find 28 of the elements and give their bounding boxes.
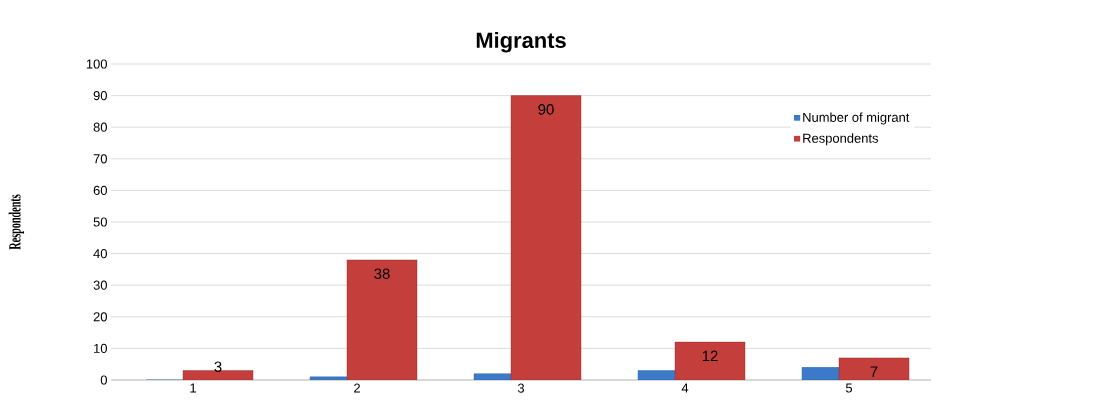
chart-title: Migrants [476,31,566,53]
data-label: 38 [374,268,390,280]
bar [510,95,582,380]
y-tick-label: 30 [93,280,107,290]
legend-label: Respondents [803,133,879,146]
bar [674,341,746,380]
legend-label: Number of migrant [803,112,910,125]
y-tick-label: 0 [100,375,107,385]
data-label: 90 [538,104,554,115]
y-tick-label: 100 [86,59,107,69]
data-label: 3 [214,361,222,372]
y-tick-label: 70 [93,154,107,164]
y-tick-label: 50 [93,217,107,227]
y-tick-label: 90 [93,91,107,101]
x-tick-label: 4 [681,383,689,393]
y-tick-label: 60 [93,185,107,195]
y-tick-label: 10 [94,343,107,353]
x-tick-label: 2 [354,383,360,393]
data-label: 7 [870,366,878,377]
x-tick-label: 5 [845,383,853,393]
y-tick-label: 20 [93,312,107,322]
y-tick-label: 80 [93,122,107,132]
bar [346,259,418,380]
x-tick-label: 3 [517,383,525,393]
x-tick-label: 1 [190,383,196,393]
data-label: 12 [702,350,718,362]
y-axis-title: Respondents [8,194,25,250]
y-tick-label: 40 [93,249,107,259]
